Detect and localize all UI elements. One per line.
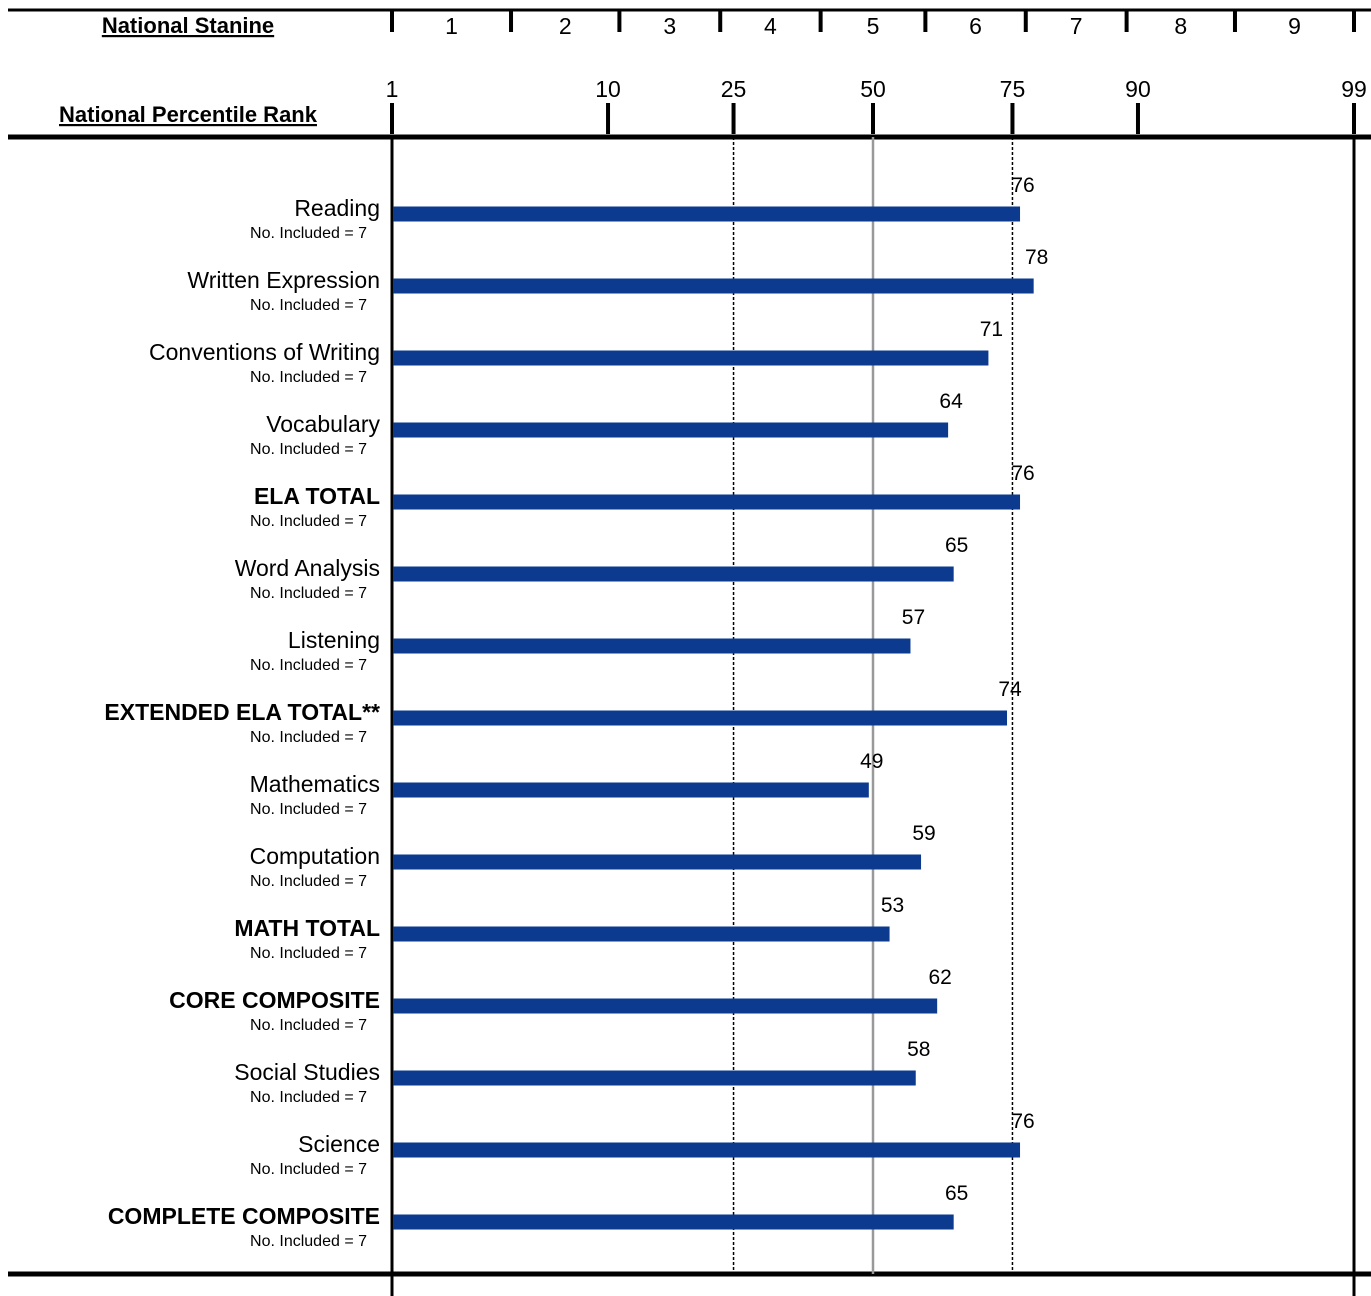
stanine-label: 1 xyxy=(445,13,458,39)
percentile-tick-label: 99 xyxy=(1341,76,1367,102)
category-sublabel: No. Included = 7 xyxy=(250,585,367,602)
bar xyxy=(393,854,922,870)
bar-value-label: 65 xyxy=(945,534,968,557)
bar xyxy=(393,710,1008,726)
stanine-label: 5 xyxy=(867,13,880,39)
percentile-header: National Percentile Rank xyxy=(59,102,318,127)
bar xyxy=(393,1214,954,1230)
category-label: Written Expression xyxy=(187,267,380,293)
category-sublabel: No. Included = 7 xyxy=(250,873,367,890)
stanine-label: 8 xyxy=(1174,13,1187,39)
category-sublabel: No. Included = 7 xyxy=(250,1017,367,1034)
bar xyxy=(393,350,989,366)
bar-value-label: 76 xyxy=(1011,1110,1034,1133)
percentile-tick-label: 90 xyxy=(1125,76,1151,102)
bar-value-label: 76 xyxy=(1011,174,1034,197)
bar xyxy=(393,206,1021,222)
percentile-tick-label: 50 xyxy=(860,76,886,102)
percentile-tick-label: 10 xyxy=(595,76,621,102)
bar xyxy=(393,1070,916,1086)
bar-value-label: 76 xyxy=(1011,462,1034,485)
bar-value-label: 64 xyxy=(939,390,963,413)
bar-value-label: 49 xyxy=(860,750,883,773)
category-label: Reading xyxy=(294,195,380,221)
category-label: Mathematics xyxy=(250,771,380,797)
category-sublabel: No. Included = 7 xyxy=(250,657,367,674)
percentile-scale: 1 10 25 50 75 90 99 xyxy=(386,76,1367,134)
percentile-tick-label: 25 xyxy=(721,76,747,102)
stanine-label: 9 xyxy=(1288,13,1301,39)
stanine-label: 6 xyxy=(969,13,982,39)
bar xyxy=(393,782,869,798)
bar-value-label: 58 xyxy=(907,1038,930,1061)
category-label: Computation xyxy=(250,843,380,869)
category-label: Listening xyxy=(288,627,380,653)
percentile-tick-label: 1 xyxy=(386,76,399,102)
category-label: COMPLETE COMPOSITE xyxy=(108,1203,380,1229)
bar xyxy=(393,1142,1021,1158)
stanine-label: 7 xyxy=(1070,13,1083,39)
bar xyxy=(393,926,890,942)
stanine-header: National Stanine xyxy=(102,13,274,38)
category-label: Social Studies xyxy=(234,1059,380,1085)
stanine-scale: 1 2 3 4 5 6 7 8 9 xyxy=(390,10,1356,39)
category-sublabel: No. Included = 7 xyxy=(250,945,367,962)
bar-value-label: 57 xyxy=(902,606,925,629)
bar xyxy=(393,278,1034,294)
bar-value-label: 78 xyxy=(1025,246,1048,269)
bar-value-label: 74 xyxy=(998,678,1022,701)
bar-value-label: 71 xyxy=(980,318,1003,341)
bar xyxy=(393,566,954,582)
category-label: Vocabulary xyxy=(266,411,380,437)
stanine-label: 4 xyxy=(764,13,777,39)
stanine-label: 2 xyxy=(559,13,572,39)
category-sublabel: No. Included = 7 xyxy=(250,801,367,818)
category-sublabel: No. Included = 7 xyxy=(250,1161,367,1178)
bar xyxy=(393,638,911,654)
category-sublabel: No. Included = 7 xyxy=(250,369,367,386)
bar-value-label: 53 xyxy=(881,894,904,917)
bar-value-label: 59 xyxy=(912,822,935,845)
bar-value-label: 62 xyxy=(928,966,951,989)
category-label: EXTENDED ELA TOTAL** xyxy=(104,699,380,725)
bar-value-label: 65 xyxy=(945,1182,968,1205)
category-label: CORE COMPOSITE xyxy=(169,987,380,1013)
category-label: Word Analysis xyxy=(235,555,380,581)
category-label: ELA TOTAL xyxy=(254,483,380,509)
category-sublabel: No. Included = 7 xyxy=(250,1089,367,1106)
stanine-label: 3 xyxy=(663,13,676,39)
category-label: Science xyxy=(298,1131,380,1157)
category-sublabel: No. Included = 7 xyxy=(250,729,367,746)
category-sublabel: No. Included = 7 xyxy=(250,225,367,242)
category-label: Conventions of Writing xyxy=(149,339,380,365)
bar xyxy=(393,998,938,1014)
category-labels: Reading No. Included = 7 Written Expressio… xyxy=(104,195,380,1250)
bar xyxy=(393,422,949,438)
category-label: MATH TOTAL xyxy=(234,915,380,941)
category-sublabel: No. Included = 7 xyxy=(250,1233,367,1250)
bar xyxy=(393,494,1021,510)
bar-series: 76 78 71 64 76 65 57 74 49 59 53 62 58 76 65 xyxy=(393,174,1048,1230)
percentile-tick-label: 75 xyxy=(1000,76,1026,102)
category-sublabel: No. Included = 7 xyxy=(250,513,367,530)
category-sublabel: No. Included = 7 xyxy=(250,441,367,458)
category-sublabel: No. Included = 7 xyxy=(250,297,367,314)
